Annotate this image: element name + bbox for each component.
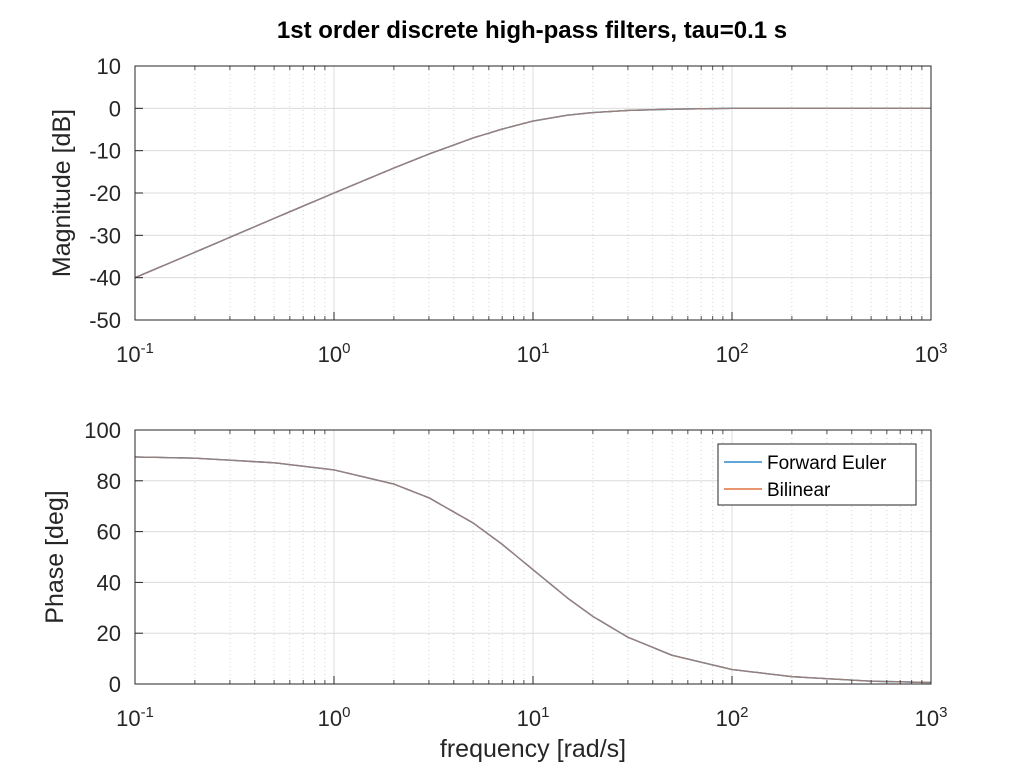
phase-axes-box — [134, 429, 932, 685]
magnitude-axes: 10-1 100 101 102 103 -50 -40 -30 -20 -10 0 10 Magni… — [48, 54, 947, 367]
magnitude-frame — [134, 65, 932, 321]
phase-ytick-label: 100 — [84, 418, 121, 443]
phase-ytick-label: 0 — [109, 672, 121, 697]
magnitude-ytick-label: -40 — [89, 266, 121, 291]
phase-xtick-label: 101 — [517, 704, 550, 731]
phase-ytick-label: 20 — [97, 621, 121, 646]
magnitude-xtick-label: 10-1 — [116, 340, 154, 367]
magnitude-grid — [134, 65, 932, 321]
phase-xtick-label: 100 — [318, 704, 351, 731]
magnitude-xtick-label: 101 — [517, 340, 550, 367]
phase-ytick-label: 60 — [97, 520, 121, 545]
magnitude-xtick-label: 103 — [915, 340, 948, 367]
magnitude-lines — [134, 107, 931, 279]
phase-lines — [134, 456, 932, 684]
phase-ylabel: Phase [deg] — [41, 490, 69, 623]
phase-ytick-label: 80 — [97, 469, 121, 494]
magnitude-ylabel: Magnitude [dB] — [48, 109, 76, 277]
magnitude-ytick-label: -10 — [89, 139, 121, 164]
phase-xtick-label: 103 — [915, 704, 948, 731]
legend: Forward Euler Bilinear — [717, 443, 917, 506]
phase-xtick-label: 10-1 — [116, 704, 154, 731]
figure-title: 1st order discrete high-pass filters, ta… — [277, 17, 787, 44]
magnitude-ytick-label: 10 — [97, 54, 121, 79]
magnitude-series-bilinear — [134, 107, 931, 279]
magnitude-ytick-label: -50 — [89, 308, 121, 333]
magnitude-xtick-label: 100 — [318, 340, 351, 367]
magnitude-axes-box — [134, 65, 932, 321]
magnitude-tick-labels: 10-1 100 101 102 103 -50 -40 -30 -20 -10 0 10 — [89, 54, 947, 367]
phase-frame — [134, 429, 932, 685]
magnitude-ytick-label: -30 — [89, 223, 121, 248]
magnitude-ytick-label: -20 — [89, 181, 121, 206]
phase-xtick-label: 102 — [716, 704, 749, 731]
magnitude-xtick-label: 102 — [716, 340, 749, 367]
legend-box — [717, 443, 917, 506]
phase-ytick-label: 40 — [97, 570, 121, 595]
legend-label-bilinear: Bilinear — [767, 480, 831, 501]
phase-axes: 10-1 100 101 102 103 0 20 40 60 80 100 Phase [deg]… — [41, 418, 947, 763]
phase-xlabel: frequency [rad/s] — [440, 735, 626, 763]
legend-label-forward-euler: Forward Euler — [767, 453, 887, 474]
phase-series-bilinear — [134, 456, 932, 684]
magnitude-ytick-label: 0 — [109, 96, 121, 121]
phase-tick-labels: 10-1 100 101 102 103 0 20 40 60 80 100 — [84, 418, 947, 731]
